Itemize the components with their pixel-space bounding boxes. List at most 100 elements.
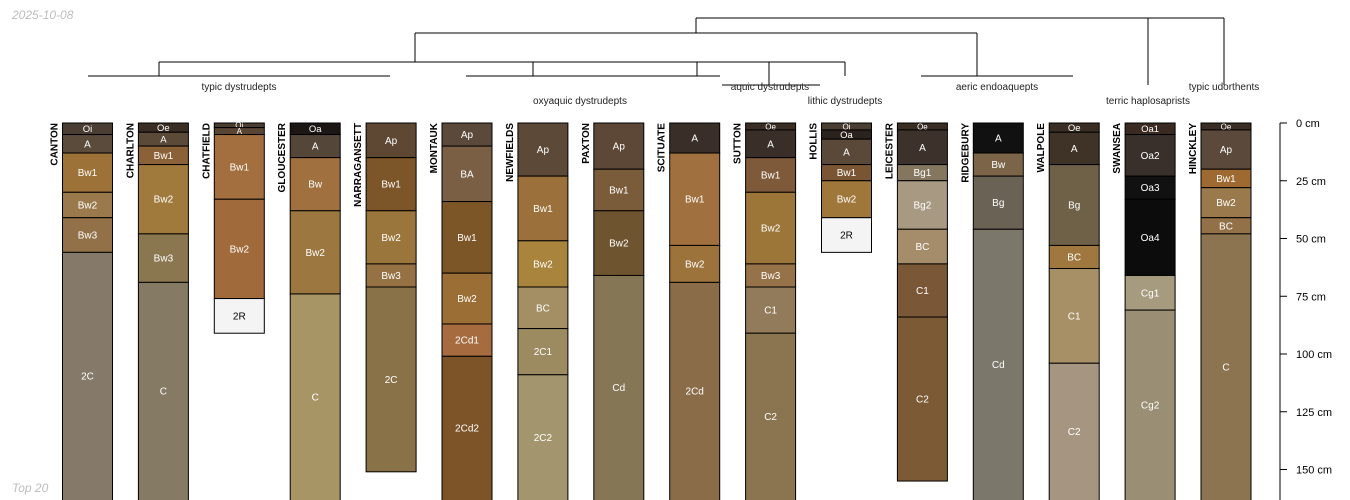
horizon <box>593 274 645 500</box>
horizon <box>1124 274 1176 311</box>
horizon-label: Bw1 <box>154 151 174 162</box>
horizon <box>1200 129 1252 170</box>
horizon-label: Ap <box>613 142 626 153</box>
horizon <box>441 145 493 203</box>
horizon-label: BC <box>536 303 550 314</box>
horizon-label: Oa2 <box>1141 151 1160 162</box>
horizon-label: A <box>995 134 1002 145</box>
soil-profile: SCITUATE A Bw1 Bw2 2Cd <box>657 122 721 500</box>
horizon <box>517 328 569 376</box>
profile-name: SCITUATE <box>657 123 668 173</box>
horizon-label: Oa <box>309 124 322 135</box>
horizon <box>669 152 721 246</box>
horizon <box>593 210 645 276</box>
horizon <box>213 298 265 334</box>
horizon <box>821 217 872 253</box>
horizon-label: Oe <box>765 122 776 131</box>
horizon-label: Bw2 <box>78 201 98 212</box>
horizon-label: Bw2 <box>533 259 553 270</box>
horizon <box>137 233 189 283</box>
footer-note: Top 20 <box>12 481 49 495</box>
horizon <box>745 332 797 500</box>
horizon <box>972 175 1024 230</box>
horizon-label: Oe <box>1221 122 1232 131</box>
soil-profile: GLOUCESTER Oa A Bw Bw2 C <box>277 122 341 500</box>
group-label: aquic dystrudepts <box>731 82 809 93</box>
profile-name: MONTAUK <box>429 122 440 173</box>
horizon-label: 2C <box>81 372 94 383</box>
horizon-label: Ap <box>385 136 398 147</box>
horizon-label: C2 <box>1068 427 1081 438</box>
horizon-label: Bw2 <box>230 244 250 255</box>
horizon-label: Bw1 <box>533 204 553 215</box>
profile-name: LEICESTER <box>884 122 895 179</box>
horizon <box>289 293 341 500</box>
horizon-label: Bw1 <box>609 185 629 196</box>
horizon <box>896 180 948 230</box>
horizon-label: Bw3 <box>78 231 98 242</box>
horizon-label: Bw2 <box>609 239 629 250</box>
depth-tick-label: 150 cm <box>1296 465 1332 477</box>
profile-name: WALPOLE <box>1036 123 1047 173</box>
horizon <box>745 129 797 159</box>
horizon-label: Bg <box>1068 201 1080 212</box>
group-label: typic udorthents <box>1189 82 1260 93</box>
horizon <box>896 263 948 318</box>
group-label: oxyaquic dystrudepts <box>533 96 627 107</box>
horizon <box>745 286 797 334</box>
horizon <box>441 201 493 274</box>
horizon <box>365 210 417 265</box>
group-label: typic dystrudepts <box>201 82 276 93</box>
soil-profile: RIDGEBURY A Bw Bg Cd <box>960 122 1024 500</box>
horizon <box>289 157 341 212</box>
date-stamp: 2025-10-08 <box>12 8 74 22</box>
horizon-label: C1 <box>916 286 929 297</box>
horizon <box>1124 198 1176 276</box>
horizon-label: Bw3 <box>761 271 781 282</box>
horizon <box>62 251 113 500</box>
horizon-label: Oa <box>840 130 853 141</box>
horizon-label: Bw2 <box>837 195 857 206</box>
horizon <box>669 122 721 154</box>
soil-profile: SWANSEA Oa1 Oa2 Oa3 Oa4 Cg1 Cg2 <box>1112 122 1176 500</box>
horizon-label: C2 <box>764 412 777 423</box>
horizon-label: BC <box>1219 221 1233 232</box>
horizon <box>745 157 797 193</box>
depth-tick-label: 100 cm <box>1296 349 1332 361</box>
horizon <box>62 217 113 253</box>
horizon-label: 2Cd <box>686 387 704 398</box>
horizon-label: 2C <box>385 375 398 386</box>
horizon-label: Bw <box>991 160 1006 171</box>
depth-tick-label: 75 cm <box>1296 291 1326 303</box>
horizon-label: C <box>312 392 319 403</box>
horizon-label: Ap <box>1220 145 1233 156</box>
horizon-label: BC <box>1067 252 1081 263</box>
horizon <box>441 323 493 357</box>
horizon-label: Bw2 <box>685 259 705 270</box>
horizon <box>365 286 417 473</box>
horizon-label: Oa1 <box>1141 124 1159 135</box>
soil-profile: NARRAGANSETT Ap Bw1 Bw2 Bw3 2C <box>353 122 417 473</box>
group-label: aeric endoaquepts <box>956 82 1038 93</box>
horizon-label: Cd <box>612 383 625 394</box>
horizon-label: Bw2 <box>381 233 401 244</box>
horizon <box>517 374 569 500</box>
horizon <box>821 138 872 166</box>
horizon-label: Bw3 <box>381 271 401 282</box>
horizon-label: A <box>160 134 167 145</box>
soil-profile: SUTTON Oe A Bw1 Bw2 Bw3 C1 C2 <box>733 122 797 500</box>
horizon-label: C1 <box>764 306 777 317</box>
horizon-label: Bg1 <box>914 168 932 179</box>
horizon-label: A <box>843 147 850 158</box>
horizon-label: 2Cd1 <box>455 336 479 347</box>
horizon <box>137 164 189 235</box>
horizon-label: A <box>919 143 926 154</box>
depth-tick-label: 125 cm <box>1296 407 1332 419</box>
horizon-label: C <box>160 387 167 398</box>
horizon <box>517 240 569 288</box>
soil-profile: HINCKLEY Oe Ap Bw1 Bw2 BC C <box>1188 122 1252 500</box>
horizon-label: A <box>1071 144 1078 155</box>
horizon-label: C2 <box>916 395 929 406</box>
